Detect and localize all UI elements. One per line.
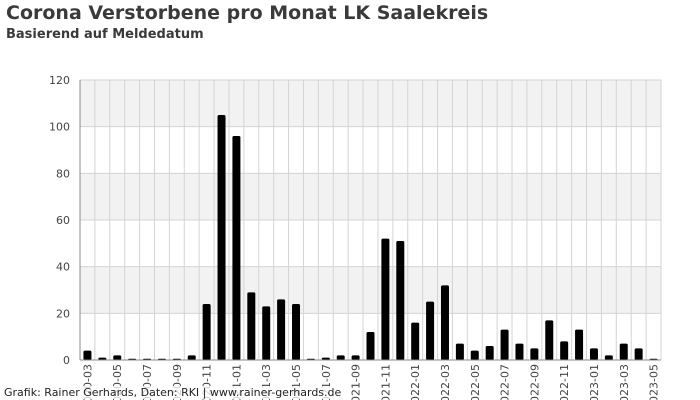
x-tick-label: 2021-09 bbox=[350, 364, 363, 400]
y-tick-labels: 0 20 40 60 80 100 120 bbox=[49, 74, 70, 367]
bar-2021-03 bbox=[262, 306, 271, 360]
bar-2020-11 bbox=[202, 304, 211, 360]
background-band bbox=[80, 220, 661, 267]
bar-2022-04 bbox=[455, 343, 464, 360]
bar-2022-01 bbox=[411, 322, 420, 360]
y-tick-label: 40 bbox=[56, 261, 70, 274]
background-band bbox=[80, 173, 661, 220]
bar-2023-02 bbox=[604, 355, 613, 360]
bar-2023-03 bbox=[619, 343, 628, 360]
bar-2022-09 bbox=[530, 348, 539, 360]
background-band bbox=[80, 266, 661, 314]
x-tick-label: 2022-07 bbox=[499, 364, 512, 400]
y-tick-label: 100 bbox=[49, 121, 70, 134]
bar-2022-07 bbox=[500, 329, 509, 360]
bar-2021-07 bbox=[321, 357, 330, 360]
bar-2020-10 bbox=[187, 355, 196, 360]
bar-2021-04 bbox=[277, 299, 286, 360]
y-tick-label: 0 bbox=[63, 354, 70, 367]
y-tick-label: 120 bbox=[49, 74, 70, 87]
bar-2021-01 bbox=[232, 136, 241, 360]
x-tick-label: 2023-05 bbox=[648, 364, 661, 400]
bar-2022-08 bbox=[515, 343, 524, 360]
x-tick-label: 2022-05 bbox=[469, 364, 482, 400]
bar-2022-11 bbox=[560, 341, 569, 360]
bar-2022-10 bbox=[545, 320, 554, 360]
background-band bbox=[80, 80, 661, 127]
x-tick-label: 2022-01 bbox=[409, 364, 422, 400]
bar-series bbox=[83, 115, 658, 360]
x-tick-label: 2023-03 bbox=[618, 364, 631, 400]
y-tick-label: 60 bbox=[56, 214, 70, 227]
axes bbox=[79, 80, 661, 361]
chart-subtitle: Basierend auf Meldedatum bbox=[6, 27, 204, 42]
chart-title: Corona Verstorbene pro Monat LK Saalekre… bbox=[6, 2, 489, 24]
bar-2021-10 bbox=[366, 332, 375, 360]
x-tick-label: 2022-03 bbox=[439, 364, 452, 400]
bar-2020-12 bbox=[217, 115, 226, 360]
bar-2021-09 bbox=[351, 355, 360, 360]
bar-2022-12 bbox=[575, 329, 584, 360]
x-tick-label: 2021-11 bbox=[379, 364, 392, 400]
y-tick-label: 20 bbox=[56, 307, 70, 320]
bar-2022-06 bbox=[485, 346, 494, 360]
bar-2021-12 bbox=[396, 241, 405, 360]
bar-2020-04 bbox=[98, 357, 107, 360]
bar-2021-02 bbox=[247, 292, 256, 360]
source-credit: Grafik: Rainer Gerhards, Daten: RKI | ww… bbox=[4, 386, 342, 399]
bar-2022-03 bbox=[440, 285, 449, 360]
bar-2022-05 bbox=[470, 350, 479, 360]
x-tick-label: 2023-01 bbox=[588, 364, 601, 400]
bar-2022-02 bbox=[426, 301, 435, 360]
bar-2021-08 bbox=[336, 355, 345, 360]
bar-2021-05 bbox=[292, 304, 301, 360]
x-tick-label: 2022-09 bbox=[528, 364, 541, 400]
bar-2023-01 bbox=[589, 348, 598, 360]
bar-2023-04 bbox=[634, 348, 643, 360]
x-tick-label: 2022-11 bbox=[558, 364, 571, 400]
y-tick-label: 80 bbox=[56, 167, 70, 180]
bar-2021-11 bbox=[381, 238, 390, 360]
bar-2020-03 bbox=[83, 350, 92, 360]
background-band bbox=[80, 126, 661, 174]
bar-2020-05 bbox=[113, 355, 122, 360]
